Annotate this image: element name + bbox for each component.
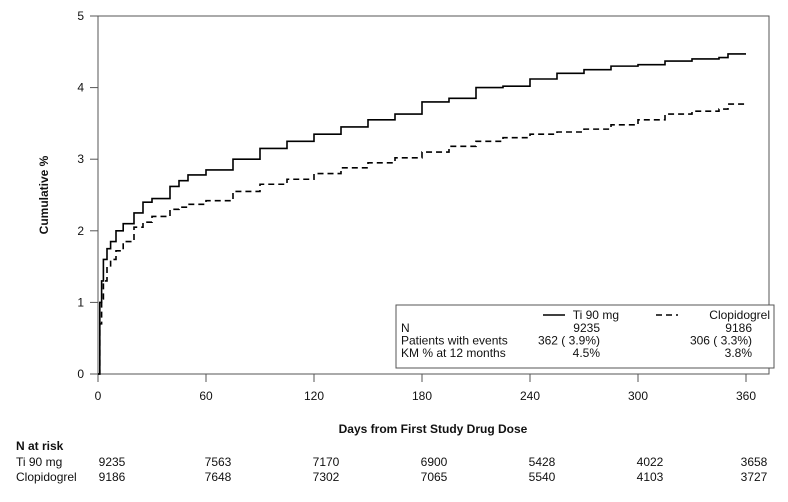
risk-row-label: Ti 90 mg xyxy=(16,455,62,469)
y-tick-label: 4 xyxy=(77,81,84,95)
risk-value: 7170 xyxy=(313,455,340,469)
legend-value-clop: 306 ( 3.3%) xyxy=(690,334,752,348)
risk-value: 7648 xyxy=(205,470,232,484)
legend-value-ti: 362 ( 3.9%) xyxy=(538,334,600,348)
risk-value: 5540 xyxy=(529,470,556,484)
legend-row-label: KM % at 12 months xyxy=(401,346,506,360)
risk-value: 6900 xyxy=(421,455,448,469)
risk-title: N at risk xyxy=(16,439,64,453)
series-0-curve xyxy=(98,53,746,375)
x-tick-label: 360 xyxy=(736,389,756,403)
risk-value: 7302 xyxy=(313,470,340,484)
x-tick-label: 300 xyxy=(628,389,648,403)
y-axis-label: Cumulative % xyxy=(37,155,51,234)
legend-value-ti: 9235 xyxy=(573,321,600,335)
x-tick-label: 0 xyxy=(95,389,102,403)
risk-row-label: Clopidogrel xyxy=(16,470,77,484)
legend-col-clop: Clopidogrel xyxy=(709,308,770,322)
y-tick-label: 3 xyxy=(77,152,84,166)
legend-value-clop: 9186 xyxy=(725,321,752,335)
x-tick-label: 120 xyxy=(304,389,324,403)
plot-frame xyxy=(97,15,770,375)
risk-value: 5428 xyxy=(529,455,556,469)
risk-value: 3727 xyxy=(741,470,768,484)
legend-col-ti: Ti 90 mg xyxy=(573,308,619,322)
risk-value: 7563 xyxy=(205,455,232,469)
y-tick-label: 2 xyxy=(77,224,84,238)
x-tick-label: 180 xyxy=(412,389,432,403)
x-tick-label: 240 xyxy=(520,389,540,403)
y-tick-label: 5 xyxy=(77,9,84,23)
legend: Ti 90 mg Clopidogrel N 9235 9186 Patients w… xyxy=(395,304,775,369)
x-tick-label: 60 xyxy=(199,389,213,403)
legend-row-label: N xyxy=(401,321,410,335)
x-axis-label: Days from First Study Drug Dose xyxy=(339,422,528,436)
risk-value: 9186 xyxy=(99,470,126,484)
y-tick-label: 0 xyxy=(77,367,84,381)
y-tick-label: 1 xyxy=(77,295,84,309)
risk-value: 4022 xyxy=(637,455,664,469)
legend-row-label: Patients with events xyxy=(401,334,508,348)
legend-value-ti: 4.5% xyxy=(573,346,601,360)
risk-value: 3658 xyxy=(741,455,768,469)
legend-box xyxy=(395,304,775,369)
risk-value: 4103 xyxy=(637,470,664,484)
risk-value: 9235 xyxy=(99,455,126,469)
series-1-curve xyxy=(98,103,746,375)
risk-value: 7065 xyxy=(421,470,448,484)
legend-value-clop: 3.8% xyxy=(725,346,753,360)
